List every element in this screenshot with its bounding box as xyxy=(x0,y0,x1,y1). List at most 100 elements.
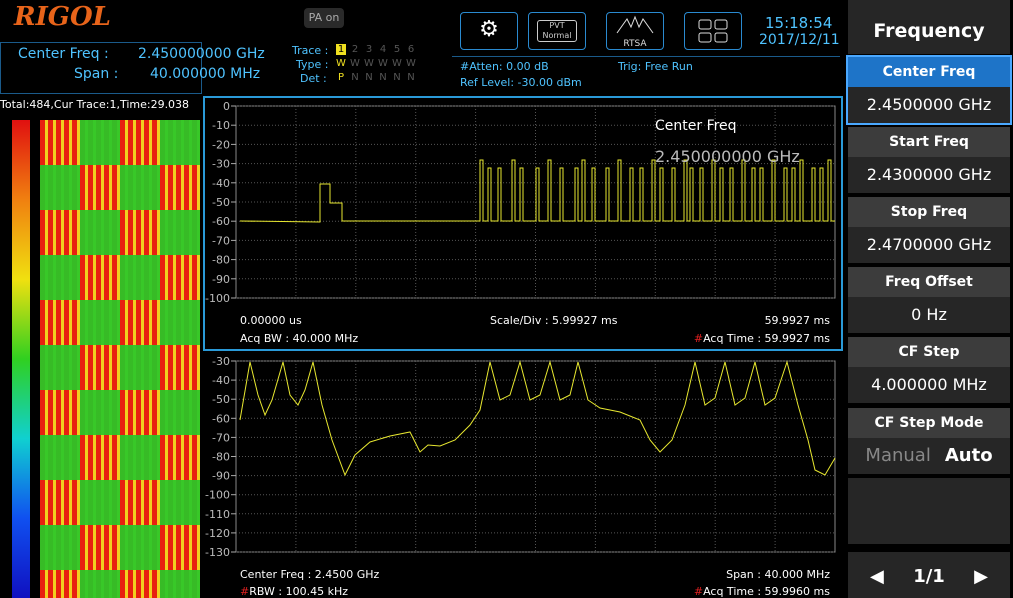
span-label: Span : xyxy=(74,66,119,82)
pvt-button[interactable]: PVT Normal xyxy=(528,12,586,50)
trace-flag: W xyxy=(406,58,416,69)
layout-button[interactable] xyxy=(684,12,742,50)
det-label: Det : xyxy=(300,72,327,85)
y-tick-label: -80 xyxy=(212,254,230,267)
trace-flag: 4 xyxy=(379,44,387,55)
y-tick-label: -10 xyxy=(212,119,230,132)
freq-box xyxy=(0,42,202,94)
rtsa-label: RTSA xyxy=(623,39,647,49)
y-tick-label: -120 xyxy=(205,527,230,540)
menu-label: CF Step xyxy=(848,337,1010,367)
menu-value: 0 Hz xyxy=(911,305,947,324)
menu-item[interactable]: Start Freq 2.4300000 GHz xyxy=(848,127,1010,193)
y-tick-label: -30 xyxy=(212,158,230,171)
y-tick-label: -60 xyxy=(212,215,230,228)
trace-flag: 5 xyxy=(393,44,401,55)
y-tick-label: -70 xyxy=(212,234,230,247)
scale-div: Scale/Div : 5.99927 ms xyxy=(490,314,618,327)
pvt-label: PVT xyxy=(549,21,565,30)
y-tick-label: -50 xyxy=(212,196,230,209)
flag: # xyxy=(240,585,249,598)
logo: RIGOL xyxy=(14,2,111,32)
center-label: Center Freq : xyxy=(18,46,109,62)
trace-flag: 6 xyxy=(407,44,415,55)
trace-flag: N xyxy=(379,72,387,83)
rtsa-button[interactable]: RTSA xyxy=(606,12,664,50)
trace-flag: N xyxy=(365,72,373,83)
y-tick-label: -80 xyxy=(212,451,230,464)
menu-item[interactable]: CF Step 4.000000 MHz xyxy=(848,337,1010,403)
y-tick-label: -30 xyxy=(212,355,230,368)
bottom-span: Span : 40.000 MHz xyxy=(726,568,830,581)
prev-arrow[interactable]: ◀ xyxy=(870,566,884,587)
atten: #Atten: 0.00 dB xyxy=(460,60,549,73)
top-frame xyxy=(203,96,843,351)
trace-label: Trace : xyxy=(292,44,329,57)
settings-icon[interactable]: ⚙ xyxy=(460,12,518,50)
next-arrow[interactable]: ▶ xyxy=(974,566,988,587)
mode-option[interactable]: Auto xyxy=(944,445,993,466)
mode-item[interactable]: CF Step Mode Manual Auto xyxy=(848,408,1010,474)
y-tick-label: -60 xyxy=(212,412,230,425)
trace-flag: P xyxy=(337,72,345,83)
clock-date: 2017/12/11 xyxy=(759,32,840,48)
status-bar xyxy=(452,56,840,93)
trace-flag: W xyxy=(378,58,388,69)
trace-flag: W xyxy=(350,58,360,69)
color-bar xyxy=(12,120,30,598)
flag: # xyxy=(694,332,703,345)
trace-flag: W xyxy=(392,58,402,69)
acq-time-bottom: #Acq Time : 59.9960 ms xyxy=(694,585,830,598)
y-tick-label: -90 xyxy=(212,470,230,483)
rbw: #RBW : 100.45 kHz xyxy=(240,585,348,598)
menu-title: Frequency xyxy=(848,0,1010,54)
page-number: 1/1 xyxy=(913,566,945,587)
menu-value: 2.4700000 GHz xyxy=(866,235,992,254)
type-label: Type : xyxy=(296,58,329,71)
pvt-mode: Normal xyxy=(542,31,572,40)
spectrogram xyxy=(40,120,200,598)
menu-label: Stop Freq xyxy=(848,197,1010,227)
acq-time-text: Acq Time : 59.9927 ms xyxy=(703,332,830,345)
menu-item[interactable]: Stop Freq 2.4700000 GHz xyxy=(848,197,1010,263)
y-tick-label: -40 xyxy=(212,374,230,387)
acq-time-top: #Acq Time : 59.9927 ms xyxy=(694,332,830,345)
menu-value: 2.4300000 GHz xyxy=(866,165,992,184)
menu-label: Start Freq xyxy=(848,127,1010,157)
marker-label: Center Freq xyxy=(655,118,737,134)
rtsa-icon xyxy=(616,15,654,34)
menu-value: 2.4500000 GHz xyxy=(866,95,992,114)
rbw-text: RBW : 100.45 kHz xyxy=(249,585,348,598)
start-time: 0.00000 us xyxy=(240,314,302,327)
pa-button[interactable]: PA on xyxy=(304,8,344,28)
top-trace xyxy=(239,159,835,223)
y-tick-label: -100 xyxy=(205,489,230,502)
trace-flag: W xyxy=(336,58,346,69)
y-tick-label: 0 xyxy=(223,100,230,113)
y-tick-label: -50 xyxy=(212,393,230,406)
y-tick-label: -20 xyxy=(212,138,230,151)
y-tick-label: -90 xyxy=(212,273,230,286)
layout-icon xyxy=(698,19,728,43)
ref-level: Ref Level: -30.00 dBm xyxy=(460,76,582,89)
center-value: 2.450000000 GHz xyxy=(138,46,265,62)
marker-value: 2.450000000 GHz xyxy=(655,147,800,166)
empty-item xyxy=(848,478,1010,544)
menu-item[interactable]: Freq Offset 0 Hz xyxy=(848,267,1010,333)
y-tick-label: -40 xyxy=(212,177,230,190)
acq-time-text: Acq Time : 59.9960 ms xyxy=(703,585,830,598)
clock-time: 15:18:54 xyxy=(765,14,833,32)
menu-value: 4.000000 MHz xyxy=(871,375,987,394)
menu-item[interactable]: Center Freq 2.4500000 GHz xyxy=(846,55,1012,125)
span-value: 40.000000 MHz xyxy=(150,66,261,82)
trace-flag: W xyxy=(364,58,374,69)
menu-label: Freq Offset xyxy=(848,267,1010,297)
trace-flag: N xyxy=(351,72,359,83)
flag: # xyxy=(694,585,703,598)
trace-flag: 1 xyxy=(336,44,346,55)
acq-bw: Acq BW : 40.000 MHz xyxy=(240,332,358,345)
bottom-center: Center Freq : 2.4500 GHz xyxy=(240,568,380,581)
mode-option[interactable]: Manual xyxy=(865,445,931,466)
y-tick-label: -130 xyxy=(205,546,230,559)
